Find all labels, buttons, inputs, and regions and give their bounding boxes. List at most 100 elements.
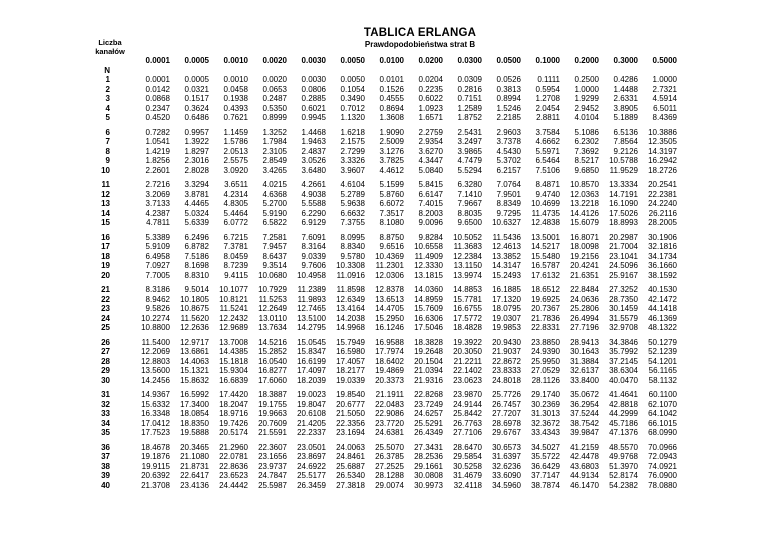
traffic-value-cell: 33.8400 <box>570 375 599 385</box>
traffic-value-cell: 52.1239 <box>648 347 677 356</box>
traffic-value-cell: 5.3702 <box>496 156 521 165</box>
traffic-value-cell: 42.1472 <box>648 294 677 304</box>
traffic-value-cell: 5.4464 <box>223 208 248 218</box>
traffic-value-cell: 4.2314 <box>223 189 248 199</box>
traffic-value-cell: 6.4958 <box>145 251 170 261</box>
traffic-value-cell: 19.4869 <box>375 366 404 375</box>
traffic-value-cell: 15.5480 <box>531 251 560 261</box>
traffic-value-cell: 19.5888 <box>180 428 209 437</box>
table-row: 32 15.6332 17.3400 18.2047 19.1755 19.8047 20.… <box>60 400 677 410</box>
traffic-value-cell: 52.8174 <box>609 471 638 480</box>
traffic-value-cell: 8.1698 <box>184 261 209 270</box>
traffic-value-cell: 34.1734 <box>648 251 677 261</box>
traffic-value-cell: 20.2541 <box>648 180 677 189</box>
traffic-value-cell: 49.9768 <box>609 452 638 461</box>
traffic-value-cell: 17.3400 <box>180 399 209 409</box>
traffic-value-cell: 9.6850 <box>574 165 599 175</box>
traffic-value-cell: 0.2816 <box>457 84 482 94</box>
traffic-value-cell: 36.2954 <box>570 399 599 409</box>
traffic-value-cell: 12.4838 <box>531 218 560 227</box>
table-row: 8 1.4219 1.8297 2.0513 2.3105 2.4837 2.7299 3.1… <box>60 147 677 157</box>
traffic-value-cell: 66.1015 <box>648 418 677 428</box>
traffic-value-cell: 15.9304 <box>219 366 248 375</box>
traffic-value-cell: 4.3447 <box>418 156 443 165</box>
traffic-value-cell: 20.3465 <box>180 442 209 452</box>
traffic-value-cell: 3.9607 <box>340 165 365 175</box>
traffic-value-cell: 21.4205 <box>297 418 326 428</box>
traffic-value-cell: 4.9038 <box>301 189 326 199</box>
traffic-value-cell: 19.0339 <box>336 375 365 385</box>
traffic-value-cell: 10.8121 <box>219 294 248 304</box>
traffic-value-cell: 0.0142 <box>145 84 170 94</box>
traffic-value-cell: 15.2493 <box>492 270 521 280</box>
traffic-value-cell: 0.0030 <box>301 75 326 84</box>
traffic-value-cell: 8.8349 <box>496 199 521 208</box>
traffic-value-cell: 34.5027 <box>531 442 560 452</box>
traffic-value-cell: 2.1575 <box>340 137 365 146</box>
traffic-value-cell: 8.4369 <box>652 113 677 122</box>
traffic-value-cell: 14.4385 <box>219 347 248 356</box>
traffic-value-cell: 19.1876 <box>141 452 170 461</box>
traffic-value-cell: 14.3147 <box>492 261 521 270</box>
traffic-value-cell: 0.0050 <box>340 75 365 84</box>
traffic-value-cell: 0.2885 <box>301 94 326 103</box>
traffic-value-cell: 54.1201 <box>648 356 677 366</box>
traffic-value-cell: 32.1816 <box>648 242 677 251</box>
traffic-value-cell: 35.5722 <box>531 452 560 461</box>
traffic-value-cell: 24.5096 <box>609 261 638 270</box>
traffic-value-cell: 6.6072 <box>379 199 404 208</box>
traffic-value-cell: 6.3280 <box>457 180 482 189</box>
row-channel-count: 39 <box>101 471 110 480</box>
table-row: 4 0.2347 0.3624 0.4393 0.5350 0.6021 0.7012 0.8… <box>60 104 677 114</box>
traffic-value-cell: 16.5992 <box>180 390 209 399</box>
table-row: 6 0.7282 0.9957 1.1459 1.3252 1.4468 1.6218 1.9… <box>60 123 677 138</box>
traffic-value-cell: 24.4442 <box>219 480 248 490</box>
traffic-value-cell: 7.5106 <box>535 165 560 175</box>
traffic-value-cell: 0.0005 <box>184 75 209 84</box>
traffic-value-cell: 0.6021 <box>301 103 326 113</box>
traffic-value-cell: 16.1090 <box>609 199 638 208</box>
traffic-value-cell: 15.2950 <box>375 313 404 323</box>
traffic-value-cell: 38.1592 <box>648 270 677 280</box>
traffic-value-cell: 2.7299 <box>340 146 365 156</box>
traffic-value-cell: 12.8803 <box>141 356 170 366</box>
traffic-value-cell: 21.3708 <box>141 480 170 490</box>
traffic-value-cell: 7.6091 <box>301 232 326 242</box>
traffic-value-cell: 45.7186 <box>609 418 638 428</box>
traffic-value-cell: 30.1459 <box>609 304 638 313</box>
traffic-value-cell: 13.0110 <box>258 313 287 323</box>
traffic-value-cell: 5.0840 <box>418 165 443 175</box>
traffic-value-cell: 10.4699 <box>531 199 560 208</box>
traffic-value-cell: 2.0454 <box>535 103 560 113</box>
row-channel-count: 35 <box>101 428 110 437</box>
column-header: 0.0050 <box>340 56 365 65</box>
traffic-value-cell: 19.6925 <box>531 294 560 304</box>
traffic-value-cell: 0.3490 <box>340 94 365 103</box>
table-row: 27 12.2069 13.6861 14.4385 15.2852 15.8347 16.… <box>60 347 677 357</box>
traffic-value-cell: 3.6270 <box>418 146 443 156</box>
traffic-value-cell: 6.6147 <box>418 189 443 199</box>
traffic-value-cell: 42.8818 <box>609 399 638 409</box>
traffic-value-cell: 37.5244 <box>570 409 599 418</box>
traffic-value-cell: 3.7825 <box>379 156 404 165</box>
table-row: 29 13.5600 15.1321 15.9304 16.8277 17.4097 18.… <box>60 366 677 376</box>
traffic-value-cell: 0.0101 <box>379 75 404 84</box>
traffic-value-cell: 50.1279 <box>648 337 677 347</box>
traffic-value-cell: 7.9501 <box>496 189 521 199</box>
traffic-value-cell: 44.1418 <box>648 304 677 313</box>
table-row: 20 7.7005 8.8310 9.4115 10.0680 10.4958 11.091… <box>60 271 677 281</box>
row-channel-count: 8 <box>105 146 110 156</box>
row-channel-count: 12 <box>101 189 110 199</box>
traffic-value-cell: 1.6218 <box>340 127 365 137</box>
traffic-value-cell: 25.9167 <box>609 270 638 280</box>
traffic-value-cell: 25.8442 <box>453 409 482 418</box>
traffic-value-cell: 0.2235 <box>418 84 443 94</box>
traffic-value-cell: 23.4136 <box>180 480 209 490</box>
row-channel-count: 38 <box>101 461 110 471</box>
traffic-value-cell: 12.2069 <box>141 347 170 356</box>
traffic-value-cell: 6.8782 <box>184 242 209 251</box>
table-row: 25 10.8800 12.2636 12.9689 13.7634 14.2795 14.… <box>60 323 677 333</box>
traffic-value-cell: 29.0074 <box>375 480 404 490</box>
table-row: 11 2.7216 3.3294 3.6511 4.0215 4.2661 4.6104 5.… <box>60 175 677 190</box>
traffic-value-cell: 21.5050 <box>336 409 365 418</box>
